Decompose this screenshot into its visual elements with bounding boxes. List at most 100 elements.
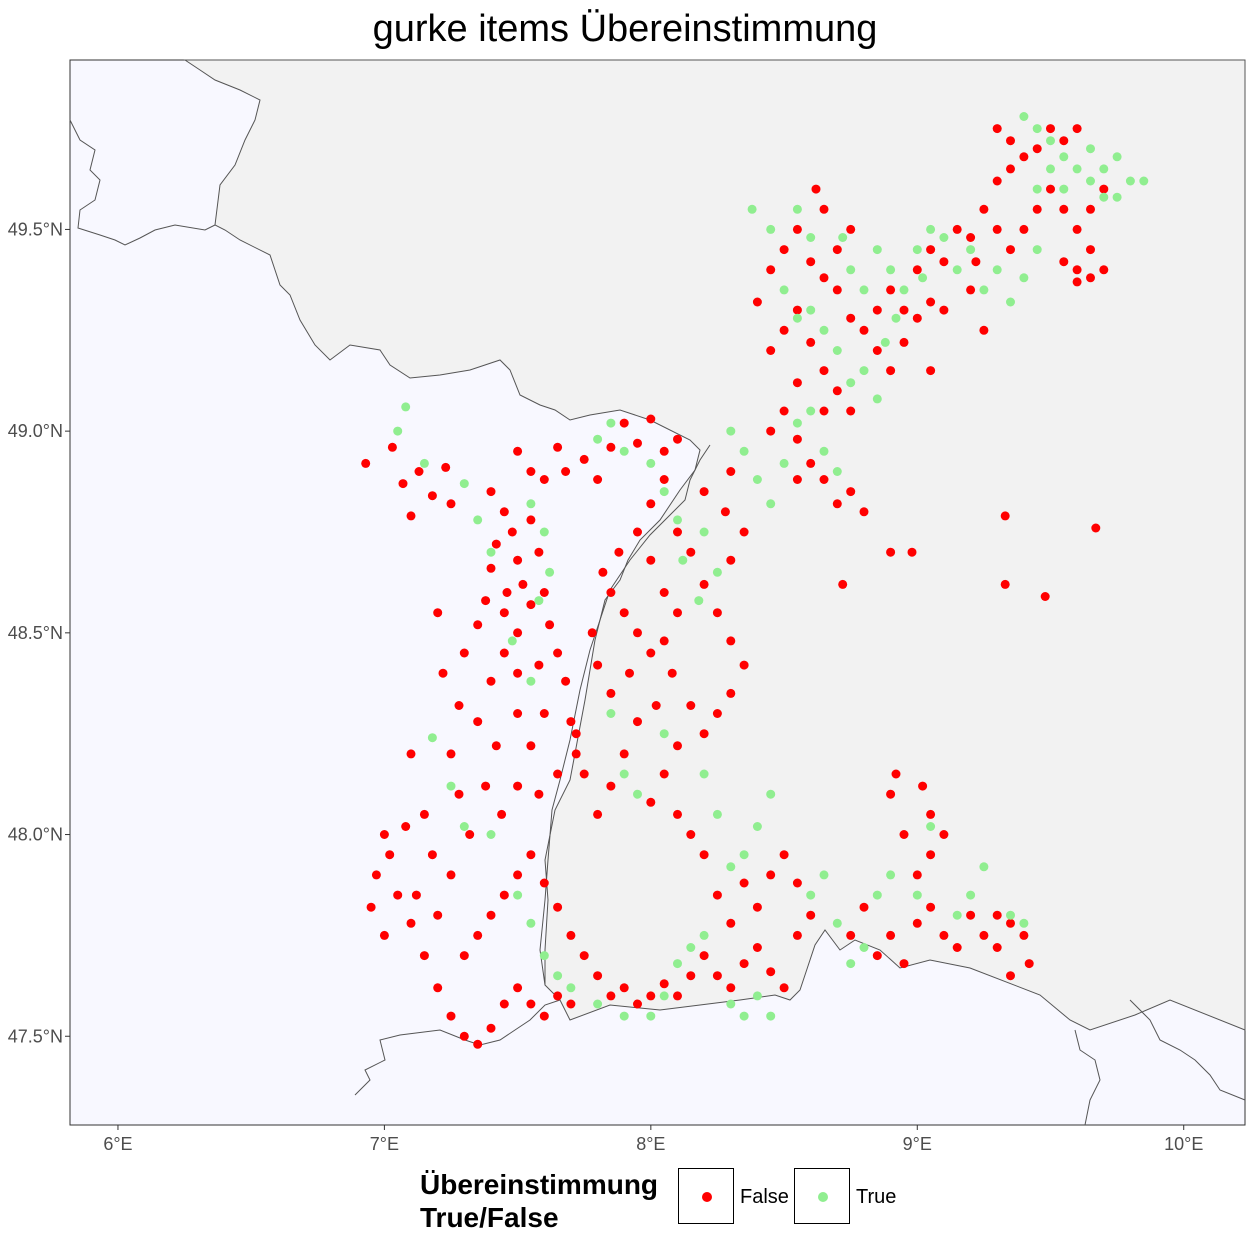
point-true-87 [859,285,869,295]
point-false-217 [819,273,829,283]
point-false-28 [518,579,528,589]
point-false-234 [926,245,936,255]
legend-label-true: True [856,1186,897,1208]
point-false-184 [1091,523,1101,533]
point-true-109 [1139,176,1149,186]
point-false-18 [646,414,656,424]
point-true-70 [779,458,789,468]
point-false-214 [779,245,789,255]
point-false-65 [633,628,642,638]
x-tick-label-1: 7°E [370,1134,399,1154]
point-false-167 [899,830,909,839]
point-false-138 [699,951,709,961]
point-false-59 [454,789,464,799]
point-false-21 [486,487,496,497]
point-false-145 [726,918,736,928]
point-true-13 [606,418,616,428]
point-true-64 [1006,910,1015,920]
point-true-44 [633,789,642,799]
point-false-129 [579,951,589,961]
point-false-3 [414,467,424,476]
point-false-258 [1006,136,1015,146]
point-true-7 [539,527,549,537]
point-false-159 [912,918,922,928]
point-true-32 [619,1011,629,1021]
point-false-69 [593,660,603,670]
point-false-119 [566,999,576,1009]
point-false-247 [1072,224,1082,234]
point-true-20 [678,555,688,565]
point-false-249 [1072,265,1082,275]
point-false-136 [673,991,682,1001]
point-true-110 [1112,192,1122,202]
point-true-120 [891,313,901,323]
point-false-134 [646,991,656,1001]
point-false-77 [659,636,669,646]
points-false-group [361,124,1109,1049]
point-false-155 [859,902,869,912]
point-true-116 [1099,192,1109,202]
point-true-67 [739,446,749,456]
point-true-24 [459,822,469,831]
legend-title-line-1: Übereinstimmung [420,1169,659,1200]
point-false-66 [646,648,656,658]
point-false-121 [473,930,483,940]
point-false-91 [739,660,749,670]
point-false-177 [1006,971,1015,981]
point-false-111 [459,1031,469,1041]
point-true-75 [779,285,789,295]
point-false-2 [398,479,408,489]
point-false-241 [992,176,1002,186]
point-false-209 [846,406,856,416]
point-true-101 [1032,184,1042,194]
point-false-207 [819,366,829,376]
x-tick-label-0: 6°E [103,1134,132,1154]
point-true-58 [886,870,896,880]
point-true-57 [872,890,882,900]
point-true-118 [838,233,848,242]
point-false-239 [992,224,1002,234]
point-false-203 [766,346,776,355]
point-false-243 [1019,224,1029,234]
point-true-86 [846,265,856,275]
point-false-110 [446,1011,456,1021]
point-false-161 [939,930,949,940]
point-false-182 [1000,579,1010,589]
x-tick-label-4: 10°E [1164,1134,1203,1154]
point-true-41 [739,1011,749,1021]
point-false-269 [427,850,437,860]
point-false-94 [699,729,709,739]
point-false-169 [891,769,901,779]
point-false-29 [502,588,512,597]
point-false-81 [619,749,629,759]
point-false-73 [633,527,642,537]
point-true-80 [846,378,856,388]
point-false-124 [513,870,523,880]
point-false-26 [526,515,536,525]
point-false-71 [598,567,608,577]
point-true-92 [926,224,936,234]
point-false-272 [411,890,421,900]
point-false-53 [553,769,563,779]
point-false-163 [912,870,922,880]
point-false-178 [992,910,1002,920]
point-true-51 [766,789,776,799]
point-true-19 [712,567,722,577]
point-false-251 [1086,204,1095,214]
point-false-259 [992,124,1002,134]
border-line-south [354,999,561,1096]
point-false-25 [513,555,523,565]
point-true-33 [646,1011,656,1021]
point-false-183 [1040,592,1050,601]
point-false-202 [859,507,869,517]
point-false-15 [606,442,616,452]
point-false-96 [673,741,682,751]
point-true-54 [832,918,842,928]
y-tick-label-1: 48.0°N [8,825,63,845]
point-false-83 [593,809,603,819]
point-false-255 [1072,124,1082,134]
border-line-southeast-2 [1129,999,1246,1101]
point-false-273 [401,822,411,831]
point-false-190 [726,467,736,476]
point-false-6 [441,462,451,472]
